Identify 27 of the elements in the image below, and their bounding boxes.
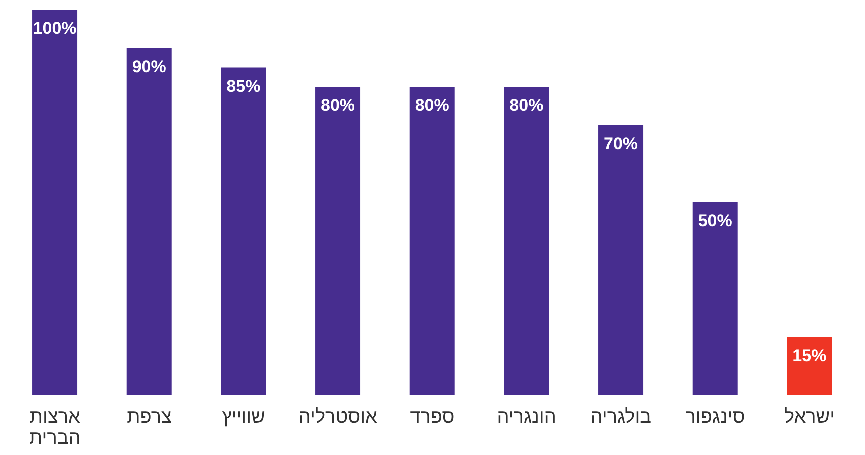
bar bbox=[692, 202, 738, 395]
data-label: 80% bbox=[415, 96, 450, 116]
x-tick-label: אוסטרליה bbox=[298, 407, 378, 428]
x-tick-label: הונגריה bbox=[497, 407, 556, 428]
bar bbox=[126, 48, 172, 395]
bar bbox=[598, 126, 644, 395]
x-tick-label: סינגפור bbox=[686, 407, 746, 428]
data-label: 50% bbox=[698, 212, 732, 231]
x-tick-label: בולגריה bbox=[590, 407, 652, 428]
bar bbox=[410, 87, 455, 395]
bar bbox=[316, 87, 361, 395]
bar bbox=[787, 337, 832, 395]
data-label: 80% bbox=[510, 96, 544, 116]
x-tick-label: שווייץ bbox=[222, 407, 266, 428]
x-tick-label: ספרד bbox=[410, 407, 455, 428]
data-label: 70% bbox=[604, 134, 638, 154]
data-label: 85% bbox=[226, 76, 261, 96]
bar bbox=[32, 10, 78, 395]
data-label: 15% bbox=[792, 346, 827, 366]
data-label: 100% bbox=[33, 19, 77, 38]
data-label: 80% bbox=[321, 96, 356, 116]
x-tick-label: ישראל bbox=[784, 407, 836, 428]
data-label: 90% bbox=[132, 58, 166, 77]
x-tick-label: ארצות הברית bbox=[30, 407, 81, 449]
bar bbox=[221, 68, 266, 395]
bar bbox=[504, 87, 550, 395]
x-tick-label: צרפת bbox=[127, 407, 172, 428]
